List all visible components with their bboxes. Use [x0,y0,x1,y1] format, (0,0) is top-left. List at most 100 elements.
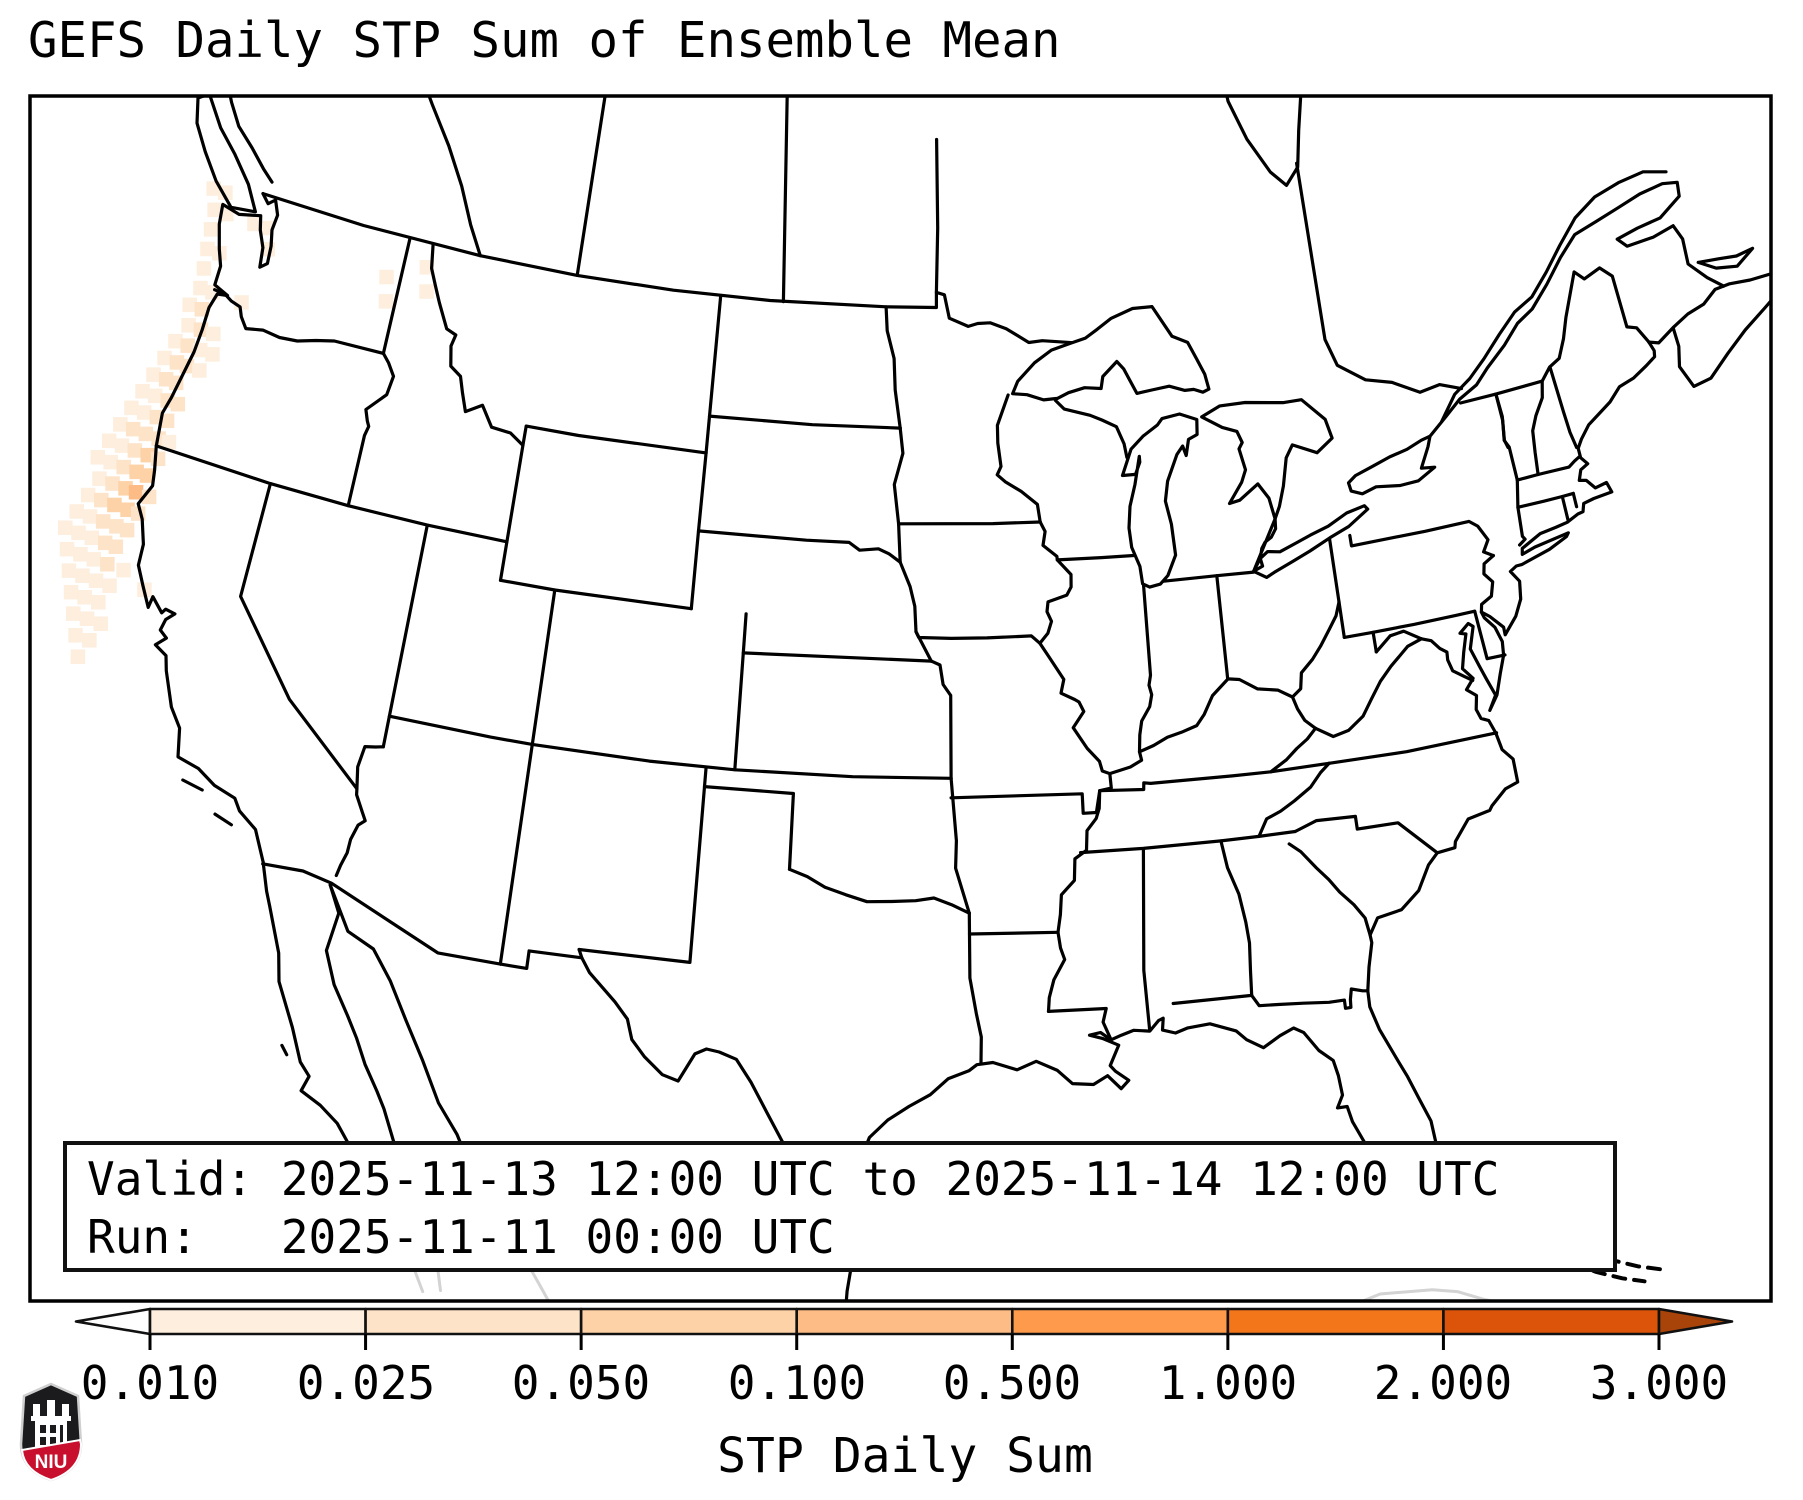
stp-cell [128,485,144,500]
coast-and-state-borders-layer-path [577,785,707,964]
stp-cell [119,522,135,538]
coast-and-state-borders-layer-path [1348,519,1495,558]
coast-and-state-borders-layer-path [213,288,385,355]
coast-and-state-borders-layer-path [498,424,528,582]
coast-and-state-borders-layer-path [1366,340,1657,1209]
valid-run-info-box: Valid: 2025-11-13 12:00 UTC to 2025-11-1… [63,1141,1617,1272]
coast-and-state-borders-layer-path [689,294,723,611]
stp-cell [91,595,106,610]
run-line: Run: 2025-11-11 00:00 UTC [87,1210,835,1264]
coast-and-state-borders-layer-path [1313,637,1423,739]
stp-cell [203,222,219,237]
colorbar-tick-0: 0.010 [80,1356,220,1410]
stp-cell [181,318,196,333]
islands-layer-path [1609,1258,1662,1272]
stp-cell [116,562,131,578]
colorbar-tick-2: 0.050 [511,1356,651,1410]
coast-and-state-borders-layer-path [949,776,971,915]
coast-and-state-borders-layer-path [1419,637,1475,682]
great-lakes-layer-path [1252,504,1370,579]
stp-cell [193,280,208,296]
colorbar-tick-5: 1.000 [1158,1356,1298,1410]
colorbar-axis-label: STP Daily Sum [717,1428,1093,1484]
stp-cell [161,434,177,450]
stp-cell [75,568,90,583]
coast-and-state-borders-layer-path [707,414,902,430]
stp-cell [192,363,207,378]
stp-cell [113,417,128,432]
coast-and-state-borders-layer-path [213,812,233,827]
great-lakes-layer-path [1120,412,1199,589]
colorbar-segment [1010,1307,1230,1336]
stp-cell [80,487,96,503]
coast-and-state-borders-layer-path [1141,847,1152,1032]
stp-cell [135,384,150,399]
great-lakes-layer-path [1200,398,1334,521]
niu-logo: NIU [19,1382,83,1482]
coast-and-state-borders-layer-path [1295,161,1464,394]
coast-and-state-borders-layer-path [934,137,940,294]
coast-and-state-borders-layer-path [696,529,902,564]
stp-cell [59,541,75,557]
stp-cell [84,530,100,546]
stp-cell [108,539,124,554]
stp-cell [127,443,143,458]
stp-cell [58,520,73,535]
coast-and-state-borders-layer-path [1269,726,1318,774]
stp-cell [61,563,77,578]
coast-and-state-borders-layer-path [1079,829,1297,855]
coast-and-state-borders-layer-path [1225,97,1303,187]
stp-cell [379,269,394,285]
coast-and-state-borders-layer-path [181,778,204,792]
coast-and-state-borders-layer-path [967,930,1060,936]
stp-cell [63,584,79,600]
colorbar-segment [579,1307,799,1336]
coast-and-state-borders-layer-path [892,426,905,564]
colorbar-segment [364,1307,583,1336]
coast-and-state-borders-layer-path [1293,814,1439,855]
stp-cell [157,350,172,366]
coast-and-state-borders-layer-path [929,659,953,780]
coast-and-state-borders-layer-path [1055,553,1136,562]
coast-and-state-borders-layer-path [1531,379,1544,477]
stp-cell [71,525,86,541]
coast-and-state-borders-layer-path [1215,574,1230,681]
coast-and-state-borders-layer-path [427,97,482,258]
stp-cell [182,297,197,313]
coast-and-state-borders-layer-path [1337,600,1346,639]
coast-and-state-borders-layer-path [1494,392,1519,482]
stp-cell [196,261,212,276]
stp-cell [419,284,434,299]
stp-cell [200,241,215,257]
coast-and-state-borders-layer-path [1053,398,1139,463]
coast-and-state-borders-layer-path [575,97,607,277]
coast-and-state-borders-layer-path [195,97,257,214]
stp-cell [100,557,115,572]
coast-and-state-borders-layer-path [1515,455,1581,482]
colorbar-tick-7: 3.000 [1589,1356,1729,1410]
coast-and-state-borders-layer-path [1428,180,1726,438]
colorbar-segment [1657,1307,1734,1336]
stp-cell [138,426,154,442]
stp-cell [159,413,175,429]
coast-and-state-borders-layer-path [1171,993,1254,1006]
stp-cell [103,454,118,470]
colorbar-segment [148,1307,367,1336]
stp-cell [114,438,130,453]
stp-cell [136,405,152,420]
stp-cell [194,302,210,317]
stp-cell [102,578,117,593]
stp-cell [101,433,117,449]
coast-and-state-borders-layer-path [1257,761,1331,838]
coast-and-state-borders-layer-path [324,883,407,1188]
coast-and-state-borders-layer-path [1548,365,1579,450]
coast-and-state-borders-layer-path [1342,630,1378,654]
coast-and-state-borders-layer-path [498,947,584,970]
stp-cell [247,216,262,232]
coast-and-state-borders-layer-path [1038,520,1073,645]
stp-shading-layer [58,181,435,664]
coast-and-state-borders-layer-path [498,588,557,966]
coast-and-state-borders-layer-path [967,911,983,1065]
stp-cell [116,459,131,475]
